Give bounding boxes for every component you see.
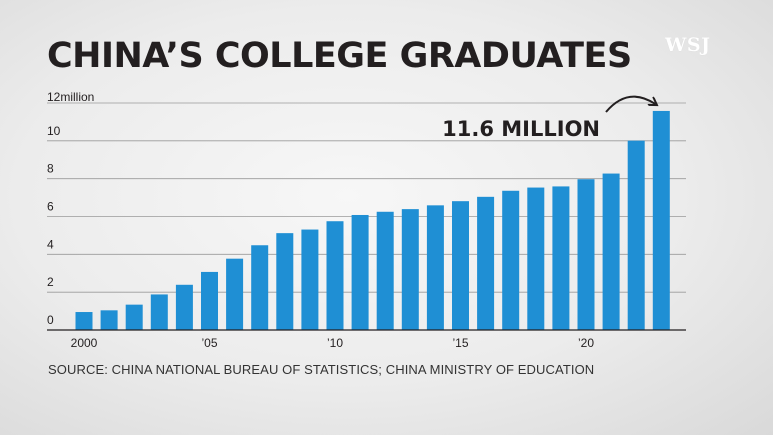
bar-2007 [251, 245, 269, 330]
bar-2015 [452, 201, 469, 330]
x-tick-label: ’15 [452, 336, 468, 350]
chart-title: CHINA’S COLLEGE GRADUATES [47, 36, 632, 76]
y-axis-unit-label: 12million [47, 90, 95, 104]
bar-2006 [226, 258, 244, 330]
x-tick-label: ’10 [327, 336, 343, 350]
x-tick-label: ’20 [578, 336, 594, 350]
y-tick-label: 2 [47, 275, 54, 289]
y-tick-label: 8 [47, 162, 54, 176]
bar-2008 [276, 233, 294, 330]
bar-2014 [426, 205, 444, 330]
y-tick-label: 4 [47, 237, 54, 251]
bar-2004 [175, 284, 193, 330]
annotation-label: 11.6 MILLION [442, 117, 600, 141]
bar-2016 [477, 196, 495, 330]
bar-2001 [100, 310, 118, 330]
bar-2013 [401, 209, 419, 330]
bar-2010 [326, 221, 344, 330]
annotation: 11.6 MILLION [442, 95, 655, 141]
bar-2002 [125, 304, 143, 330]
bar-2009 [301, 229, 319, 330]
y-tick-label: 0 [47, 313, 54, 327]
x-axis-ticks: 2000 ’05 ’10 ’15 ’20 [71, 336, 595, 350]
wsj-logo: WSJ [665, 34, 711, 56]
bars [75, 110, 670, 330]
bar-2021 [602, 173, 620, 330]
bar-2019 [552, 186, 570, 330]
y-axis-ticks: 0 2 4 6 8 10 [47, 124, 61, 327]
x-tick-label: 2000 [71, 336, 98, 350]
annotation-arrow [605, 95, 655, 113]
bar-2022 [627, 140, 645, 330]
bar-2000 [75, 312, 93, 330]
bar-2023 [652, 110, 670, 330]
y-tick-label: 6 [47, 200, 54, 214]
bar-2017 [502, 190, 520, 330]
bar-2012 [376, 211, 394, 330]
bar-2011 [351, 214, 369, 330]
source-note: SOURCE: CHINA NATIONAL BUREAU OF STATIST… [48, 362, 595, 377]
bar-2005 [201, 271, 218, 330]
y-tick-label: 10 [47, 124, 61, 138]
x-tick-label: ’05 [201, 336, 217, 350]
bar-2020 [577, 179, 595, 330]
bar-2018 [527, 187, 545, 330]
bar-2003 [150, 294, 168, 330]
